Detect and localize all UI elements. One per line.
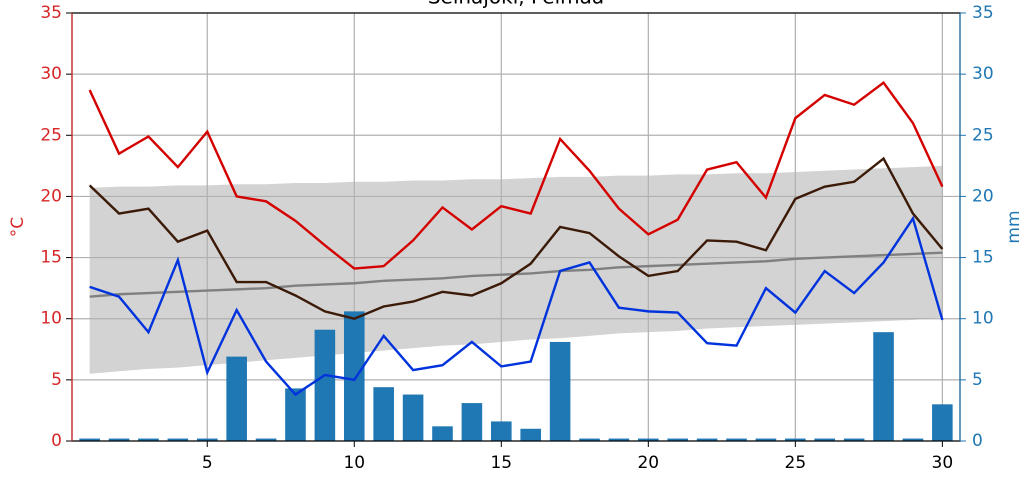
y2-tick-label: 10 [972, 309, 994, 329]
bar [461, 403, 483, 441]
bar [108, 438, 130, 441]
bar [608, 438, 630, 441]
bar [579, 438, 600, 441]
bar [785, 438, 806, 441]
x-tick-label: 20 [637, 453, 659, 473]
y2-tick-label: 20 [972, 186, 994, 206]
line [88, 81, 944, 270]
bar [520, 428, 541, 441]
line [88, 156, 944, 320]
bar [285, 388, 306, 441]
y2-tick-label: 35 [972, 3, 994, 23]
x-tick-label: 5 [202, 453, 213, 473]
bar [932, 404, 953, 441]
bar [696, 438, 718, 441]
bar [255, 438, 277, 441]
y2-tick-label: 15 [972, 248, 994, 268]
line [89, 215, 944, 397]
y2-tick-label: 5 [972, 370, 983, 390]
x-tick-label: 25 [785, 453, 807, 473]
y-tick-label: 20 [40, 186, 62, 206]
chart-title: Seinäjoki, Pelmaa [428, 0, 604, 9]
bar [726, 438, 747, 441]
bar [638, 438, 659, 441]
x-tick-label: 10 [343, 453, 365, 473]
bar [814, 438, 836, 441]
bar [843, 438, 865, 441]
bar [402, 394, 424, 441]
y2-tick-label: 30 [972, 64, 994, 84]
bar [667, 438, 689, 441]
bar [755, 438, 777, 441]
bar [138, 438, 159, 441]
y-tick-label: 35 [40, 3, 62, 23]
bar [549, 341, 571, 441]
bar [373, 387, 394, 441]
bar [196, 438, 218, 441]
bar [491, 421, 512, 441]
y2-tick-label: 0 [972, 431, 983, 451]
bar [226, 356, 247, 441]
x-tick-label: 15 [490, 453, 512, 473]
bar [314, 329, 336, 441]
y-tick-label: 5 [51, 370, 62, 390]
y-tick-label: 0 [51, 431, 62, 451]
bar [79, 438, 100, 441]
y-tick-label: 25 [40, 125, 62, 145]
y2-axis-label: mm [1004, 210, 1024, 243]
normal-band [89, 165, 943, 374]
y-tick-label: 10 [40, 309, 62, 329]
y-tick-label: 15 [40, 248, 62, 268]
y2-tick-label: 25 [972, 125, 994, 145]
bar [873, 332, 894, 441]
x-tick-label: 30 [932, 453, 954, 473]
y-axis-label: °C [8, 217, 28, 237]
bar [167, 438, 189, 441]
bar [432, 426, 453, 441]
y-tick-label: 30 [40, 64, 62, 84]
bar [902, 438, 924, 441]
bar [343, 311, 365, 441]
